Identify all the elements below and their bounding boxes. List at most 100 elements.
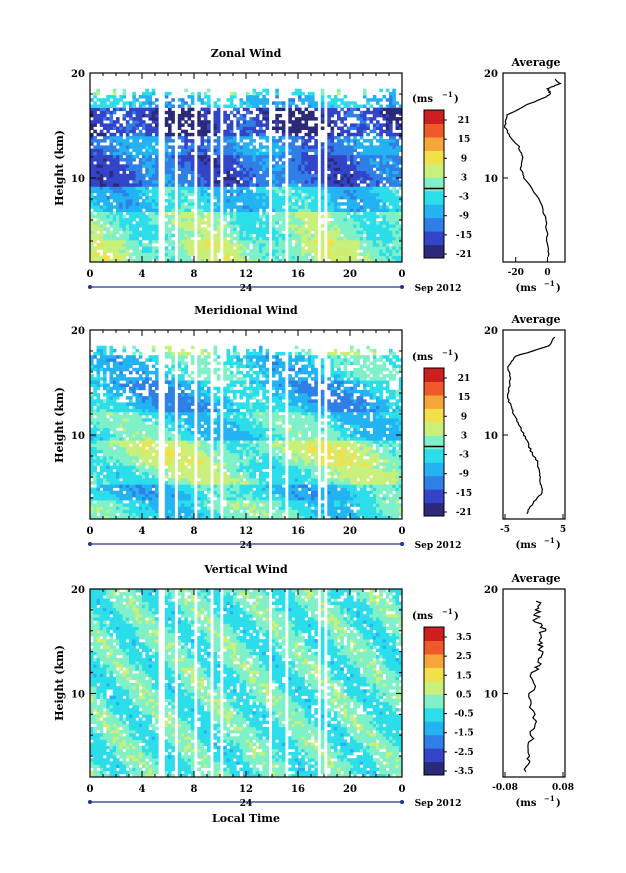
heatmap-cell: [103, 233, 107, 238]
heatmap-cell: [311, 154, 315, 159]
heatmap-cell: [304, 154, 309, 159]
heatmap-cell: [99, 478, 104, 482]
heatmap-cell: [142, 380, 146, 384]
heatmap-cell: [135, 255, 140, 260]
heatmap-cell: [233, 132, 237, 137]
heatmap-cell: [372, 107, 377, 112]
heatmap-cell: [385, 148, 390, 153]
heatmap-cell: [385, 246, 390, 250]
heatmap-cell: [96, 484, 101, 488]
heatmap-cell: [148, 170, 153, 175]
heatmap-cell: [109, 377, 114, 381]
heatmap-cell: [203, 195, 208, 200]
heatmap-cell: [132, 459, 136, 463]
heatmap-cell: [356, 236, 361, 241]
heatmap-cell: [239, 123, 244, 127]
heatmap-cell: [275, 120, 279, 124]
heatmap-cell: [122, 176, 127, 181]
heatmap-cell: [291, 233, 296, 238]
heatmap-cell: [99, 503, 104, 507]
heatmap-cell: [389, 101, 393, 105]
heatmap-cell: [99, 496, 104, 501]
heatmap-cell: [382, 158, 387, 162]
heatmap-cell: [385, 167, 390, 171]
heatmap-cell: [376, 249, 380, 253]
heatmap-cell: [132, 462, 136, 466]
heatmap-cell: [164, 142, 169, 146]
heatmap-cell: [379, 129, 383, 134]
heatmap-cell: [265, 167, 270, 171]
heatmap-cell: [99, 456, 104, 460]
heatmap-cell: [236, 117, 240, 121]
heatmap-cell: [207, 255, 211, 260]
heatmap-cell: [216, 136, 221, 140]
heatmap-cell: [135, 515, 140, 520]
heatmap-cell: [229, 240, 234, 244]
heatmap-cell: [148, 370, 153, 375]
heatmap-cell: [262, 107, 266, 112]
heatmap-cell: [148, 358, 153, 362]
heatmap-cell: [376, 180, 380, 184]
heatmap-cell: [106, 176, 110, 181]
heatmap-cell: [116, 405, 120, 410]
heatmap-cell: [171, 154, 175, 159]
heatmap-cell: [138, 471, 143, 476]
heatmap-cell: [301, 98, 305, 102]
heatmap-cell: [369, 221, 374, 225]
heatmap-cell: [125, 503, 130, 507]
heatmap-cell: [122, 415, 127, 419]
heatmap-cell: [203, 164, 208, 168]
heatmap-cell: [135, 142, 140, 146]
heatmap-cell: [155, 161, 159, 165]
heatmap-cell: [148, 151, 153, 156]
heatmap-cell: [184, 236, 188, 241]
heatmap-cell: [363, 221, 367, 225]
heatmap-cell: [281, 233, 286, 238]
heatmap-cell: [116, 386, 120, 391]
heatmap-cell: [356, 129, 361, 134]
heatmap-cell: [307, 189, 312, 194]
heatmap-cell: [223, 214, 227, 219]
heatmap-cell: [99, 246, 104, 250]
heatmap-cell: [311, 214, 315, 219]
heatmap-cell: [353, 145, 357, 149]
heatmap-cell: [116, 506, 120, 510]
heatmap-cell: [301, 183, 305, 187]
heatmap-cell: [125, 355, 130, 359]
heatmap-cell: [301, 249, 305, 253]
heatmap-cell: [181, 192, 185, 197]
average-title: Average: [510, 56, 560, 69]
heatmap-cell: [203, 205, 208, 209]
heatmap-cell: [132, 258, 136, 263]
heatmap-cell: [278, 258, 283, 263]
heatmap-cell: [116, 462, 120, 466]
heatmap-cell: [340, 189, 344, 194]
heatmap-cell: [145, 418, 149, 422]
heatmap-cell: [242, 214, 247, 219]
heatmap-cell: [392, 170, 396, 175]
heatmap-cell: [187, 107, 192, 112]
heatmap-cell: [184, 205, 188, 209]
heatmap-cell: [135, 490, 140, 495]
heatmap-cell: [155, 154, 159, 159]
heatmap-cell: [106, 437, 110, 441]
heatmap-cell: [187, 214, 192, 219]
heatmap-cell: [200, 243, 205, 247]
heatmap-cell: [350, 227, 354, 231]
heatmap-cell: [359, 161, 364, 165]
heatmap-cell: [168, 199, 172, 203]
heatmap-cell: [119, 484, 123, 488]
heatmap-cell: [142, 402, 146, 406]
heatmap-cell: [207, 180, 211, 184]
heatmap-cell: [372, 113, 377, 118]
heatmap-cell: [340, 246, 344, 250]
heatmap-cell: [389, 224, 393, 228]
heatmap-cell: [288, 107, 292, 112]
heatmap-cell: [262, 214, 266, 219]
heatmap-cell: [311, 167, 315, 171]
heatmap-cell: [125, 408, 130, 413]
heatmap-cell: [307, 158, 312, 162]
heatmap-cell: [116, 258, 120, 263]
heatmap-cell: [275, 95, 279, 99]
heatmap-cell: [262, 110, 266, 115]
